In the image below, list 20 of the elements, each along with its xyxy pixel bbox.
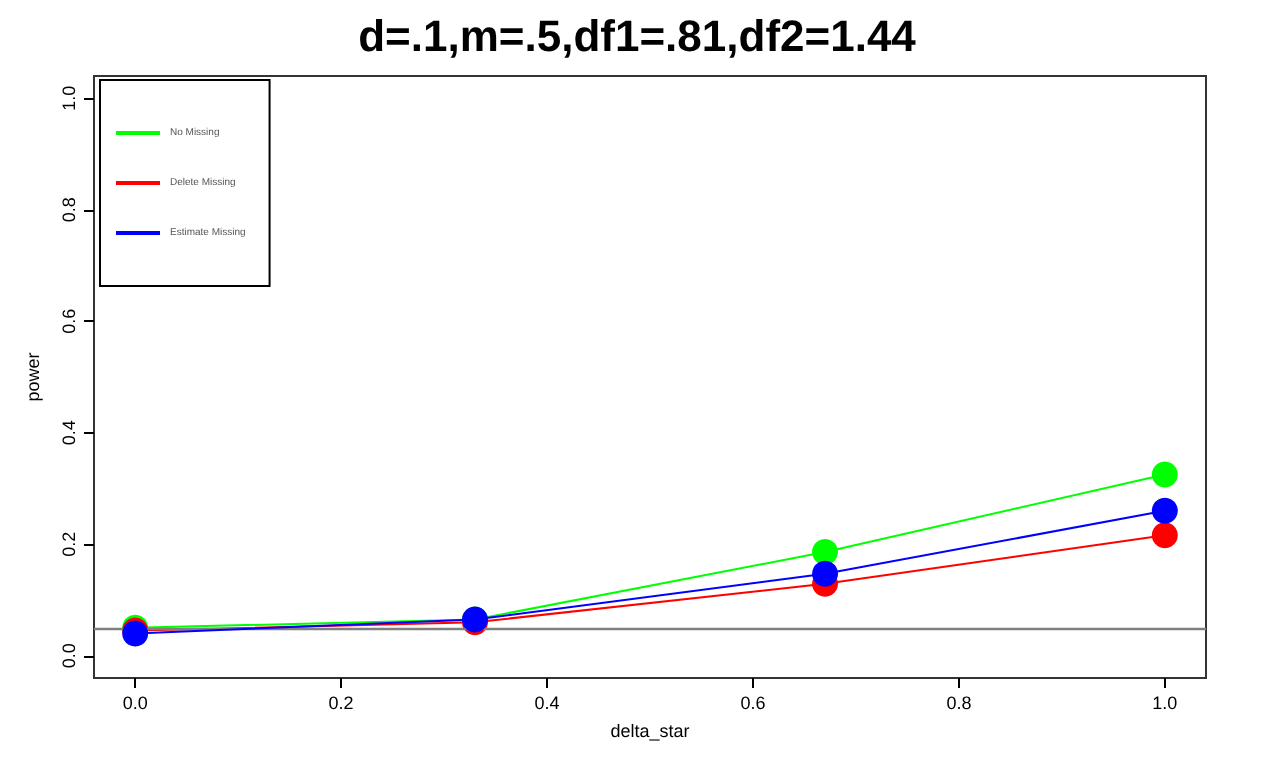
point [1151, 461, 1178, 488]
y-tick-label: 0.2 [59, 531, 79, 557]
y-tick-label: 0.6 [59, 308, 79, 334]
x-axis-title: delta_star [610, 721, 690, 741]
x-tick-label: 0.4 [534, 693, 560, 713]
y-axis-title: power [23, 352, 43, 402]
y-tick-label: 0.4 [59, 420, 79, 446]
point [1151, 522, 1178, 549]
x-tick-label: 1.0 [1152, 693, 1178, 713]
x-tick-label: 0.6 [740, 693, 766, 713]
point [1151, 497, 1178, 524]
y-tick-label: 0.0 [59, 643, 79, 669]
point [812, 560, 839, 587]
y-tick-label: 0.8 [59, 197, 79, 223]
x-tick-label: 0.2 [328, 693, 354, 713]
x-tick-label: 0.8 [946, 693, 972, 713]
y-tick-label: 1.0 [59, 85, 79, 111]
point [812, 539, 839, 566]
chart-title: d=.1,m=.5,df1=.81,df2=1.44 [358, 11, 918, 61]
x-tick-label: 0.0 [122, 693, 148, 713]
